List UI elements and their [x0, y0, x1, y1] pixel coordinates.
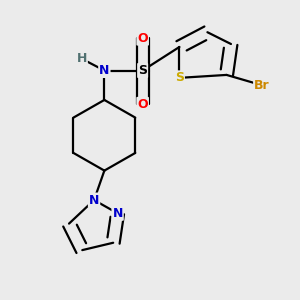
Text: S: S — [175, 71, 184, 84]
Text: O: O — [137, 32, 148, 45]
Text: H: H — [76, 52, 87, 65]
Text: O: O — [137, 98, 148, 111]
Text: N: N — [99, 64, 110, 77]
Text: Br: Br — [254, 79, 270, 92]
Text: N: N — [89, 194, 99, 207]
Text: S: S — [138, 64, 147, 77]
Text: N: N — [112, 207, 123, 220]
